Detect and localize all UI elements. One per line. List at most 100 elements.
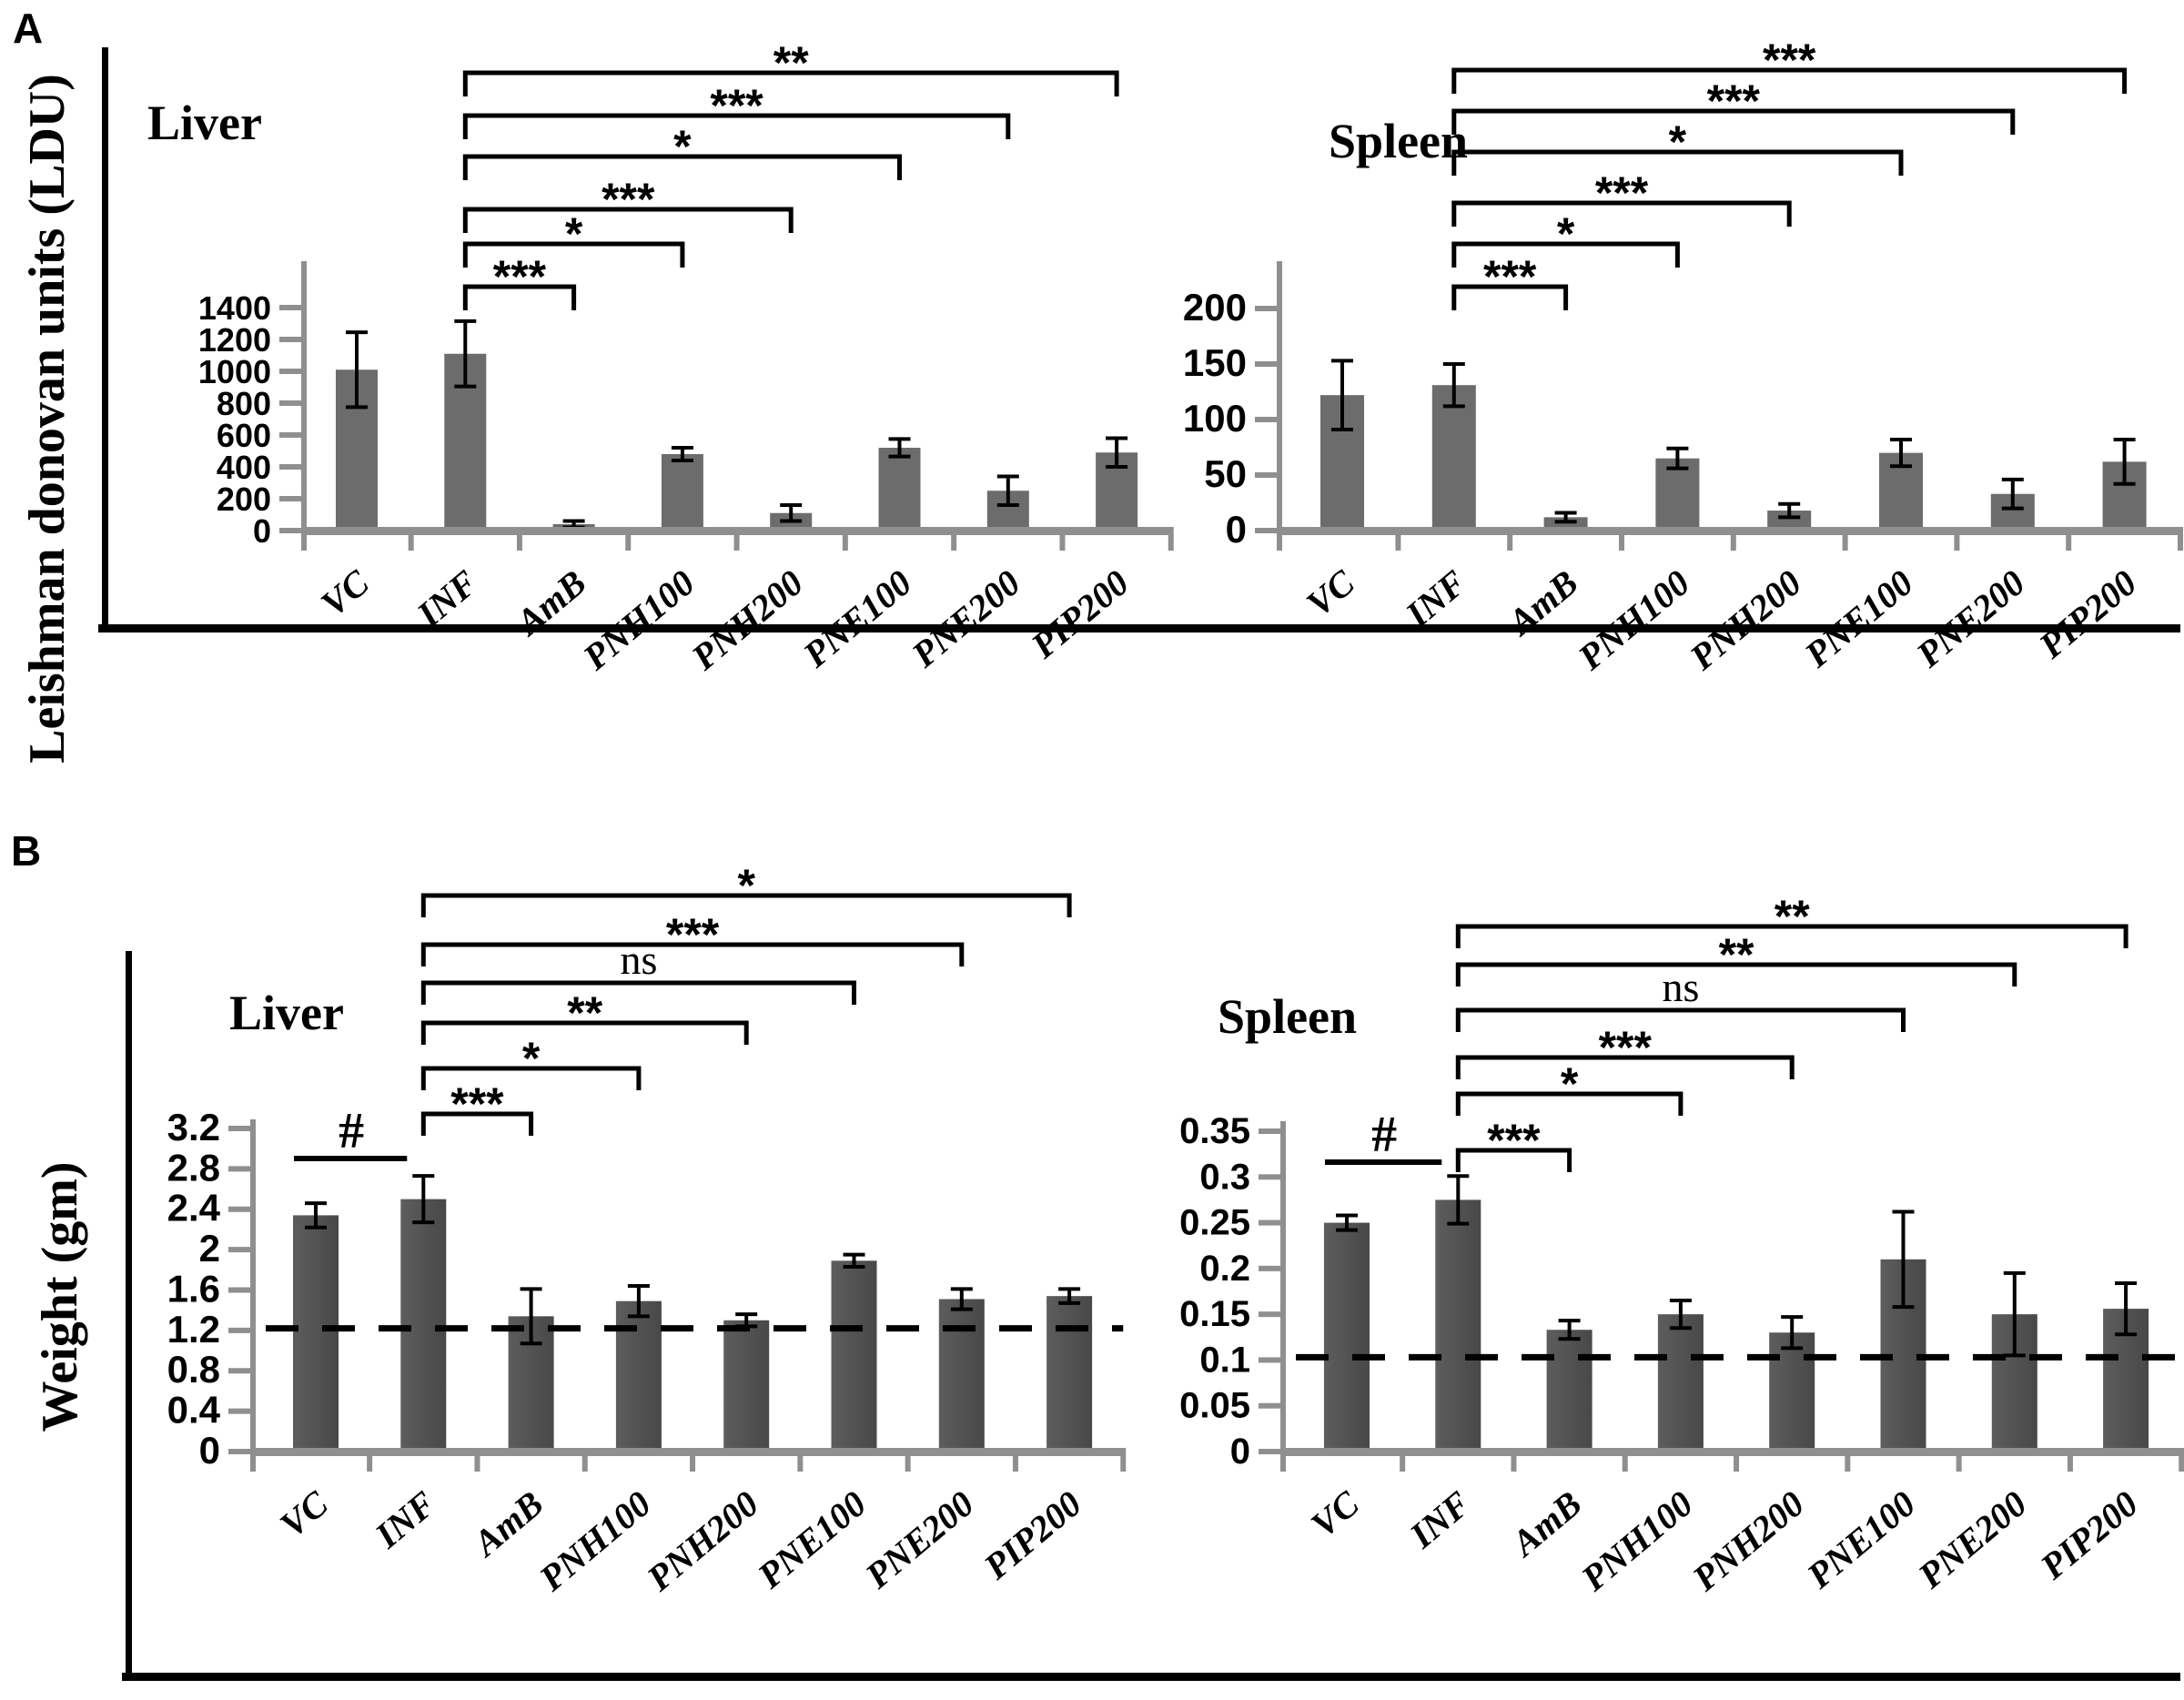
x-tick [1012, 1456, 1018, 1472]
panel-b-outer-y-axis-line [126, 951, 132, 1680]
x-tick [951, 535, 957, 551]
significance-label-INF-PNH100: * [522, 1033, 541, 1084]
bar-INF [1431, 385, 1476, 532]
y-tick-label: 0.4 [167, 1389, 221, 1432]
significance-label-INF-PNH200: *** [1599, 1022, 1653, 1073]
bar-PIP200 [1046, 1296, 1093, 1453]
x-tick [1954, 535, 1960, 551]
y-axis-line [250, 1119, 256, 1452]
panel-b-outer-x-axis-line [122, 1673, 2180, 1681]
x-category-label-PNE200: PNE200 [1910, 1482, 2035, 1596]
significance-bracket-INF-PNE200 [1451, 108, 2016, 135]
y-tick [279, 369, 302, 374]
x-tick [2179, 1456, 2184, 1472]
x-category-label-AmB: AmB [1502, 1482, 1589, 1565]
x-category-label-PNH100: PNH100 [1570, 562, 1697, 678]
x-category-label-INF: INF [367, 1482, 443, 1556]
x-tick [1734, 1456, 1740, 1472]
y-tick-label: 1400 [198, 289, 271, 327]
x-category-label-INF: INF [1401, 1482, 1478, 1556]
x-tick [1511, 1456, 1517, 1472]
chart-title-a-spleen: Spleen [1329, 114, 1469, 168]
y-tick [1259, 1265, 1281, 1271]
significance-bracket-INF-PNH200 [1455, 1055, 1795, 1079]
bar-PNE100 [831, 1260, 877, 1453]
y-tick [228, 1287, 251, 1293]
significance-bracket-INF-PNE100 [1455, 1007, 1906, 1032]
significance-bracket-INF-PIP200 [462, 70, 1119, 96]
x-category-label-VC: VC [1303, 1482, 1368, 1546]
x-category-label-PIP200: PIP200 [976, 1482, 1089, 1587]
x-tick [408, 535, 414, 551]
bar-PNE200 [938, 1299, 985, 1453]
significance-label-INF-PIP200: * [737, 860, 755, 911]
x-tick [1277, 535, 1282, 551]
y-tick-label: 0.15 [1179, 1294, 1250, 1334]
y-tick [1259, 1128, 1281, 1135]
x-category-label-PNH200: PNH200 [1684, 1482, 1812, 1599]
y-tick [1259, 1357, 1281, 1363]
y-tick [228, 1247, 251, 1253]
x-tick [1400, 1456, 1406, 1472]
significance-bracket-INF-AmB [1451, 284, 1569, 310]
significance-label-INF-PNE200: *** [666, 909, 720, 960]
x-tick [1120, 1456, 1127, 1472]
x-category-label-PNE200: PNE200 [1908, 562, 2033, 675]
y-tick-label: 0 [253, 512, 271, 550]
significance-label-INF-AmB: *** [450, 1078, 504, 1129]
x-category-label-PNH100: PNH100 [574, 562, 702, 678]
x-category-label-PNE200: PNE200 [904, 562, 1028, 675]
bar-VC [1324, 1222, 1370, 1453]
y-tick-label: 2.4 [167, 1187, 221, 1229]
significance-bracket-INF-PNE100 [420, 980, 856, 1005]
y-tick [279, 528, 302, 533]
x-axis-line [250, 1448, 1127, 1456]
y-tick-label: 0.2 [1199, 1249, 1250, 1289]
x-tick [797, 1456, 804, 1472]
x-category-label-PNE100: PNE100 [794, 562, 919, 675]
x-tick [733, 535, 740, 551]
significance-bracket-INF-PNH100 [1451, 241, 1680, 268]
significance-bracket-INF-PNH200 [462, 207, 794, 233]
y-tick [279, 496, 302, 501]
x-category-label-PNE100: PNE100 [749, 1482, 874, 1596]
significance-label-INF-PNH100: * [565, 208, 583, 259]
y-tick [279, 432, 302, 438]
y-tick [1259, 1174, 1281, 1180]
y-axis-line [1277, 261, 1282, 531]
x-axis-line [301, 527, 1174, 535]
chart-b_liver [228, 893, 1127, 1472]
significance-bracket-INF-PNH100 [462, 241, 685, 268]
y-tick-label: 1000 [198, 353, 271, 390]
y-tick [1255, 528, 1278, 533]
panel-b-letter: B [11, 827, 42, 875]
y-axis-line [301, 261, 307, 531]
x-category-label-VC: VC [1299, 562, 1363, 625]
significance-bracket-INF-PNH100 [420, 1066, 642, 1090]
x-tick [367, 1456, 373, 1472]
x-tick [1730, 535, 1736, 551]
x-tick [842, 535, 848, 551]
bar-INF [1435, 1199, 1481, 1453]
x-axis-line [1280, 1448, 2184, 1456]
significance-label-INF-PNH200: *** [602, 174, 655, 225]
significance-label-INF-PNH100: * [1561, 1058, 1579, 1109]
x-tick [1059, 535, 1066, 551]
x-category-label-PIP200: PIP200 [1023, 562, 1137, 666]
y-tick [228, 1449, 251, 1454]
x-category-label-PNE100: PNE100 [1798, 1482, 1923, 1596]
significance-bracket-INF-AmB [462, 284, 577, 310]
significance-label-INF-AmB: *** [1483, 251, 1537, 302]
significance-label-INF-PNE200: ** [1719, 929, 1754, 980]
bar-PNE100 [878, 448, 921, 532]
y-tick [1259, 1311, 1281, 1318]
x-tick [1842, 535, 1848, 551]
x-category-label-AmB: AmB [463, 1482, 551, 1565]
significance-bracket-INF-PNH200 [1451, 200, 1792, 227]
y-tick-label: 0.8 [167, 1348, 220, 1391]
x-tick [2066, 535, 2072, 551]
panel-a-outer-x-axis-line [98, 624, 2180, 632]
y-tick-label: 400 [217, 449, 271, 486]
x-tick [1845, 1456, 1851, 1472]
chart-a_spleen [1255, 67, 2183, 551]
